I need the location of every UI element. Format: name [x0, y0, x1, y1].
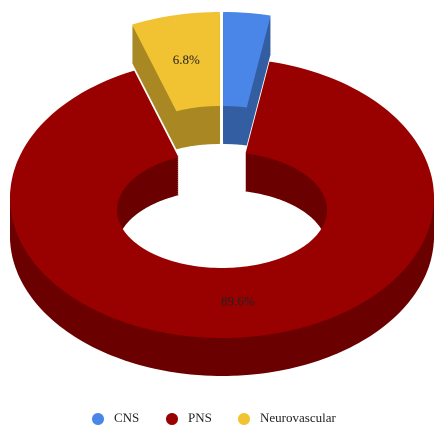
- data-label: 89.6%: [221, 293, 255, 308]
- legend-swatch: [166, 413, 178, 425]
- legend-label: PNS: [188, 410, 212, 425]
- legend-swatch: [92, 413, 104, 425]
- slice: [132, 12, 220, 112]
- legend-swatch: [238, 413, 250, 425]
- data-label: 6.8%: [173, 52, 200, 67]
- slice: [223, 12, 271, 108]
- legend-label: Neurovascular: [260, 410, 336, 425]
- legend-label: CNS: [114, 410, 139, 425]
- slice: [10, 61, 434, 338]
